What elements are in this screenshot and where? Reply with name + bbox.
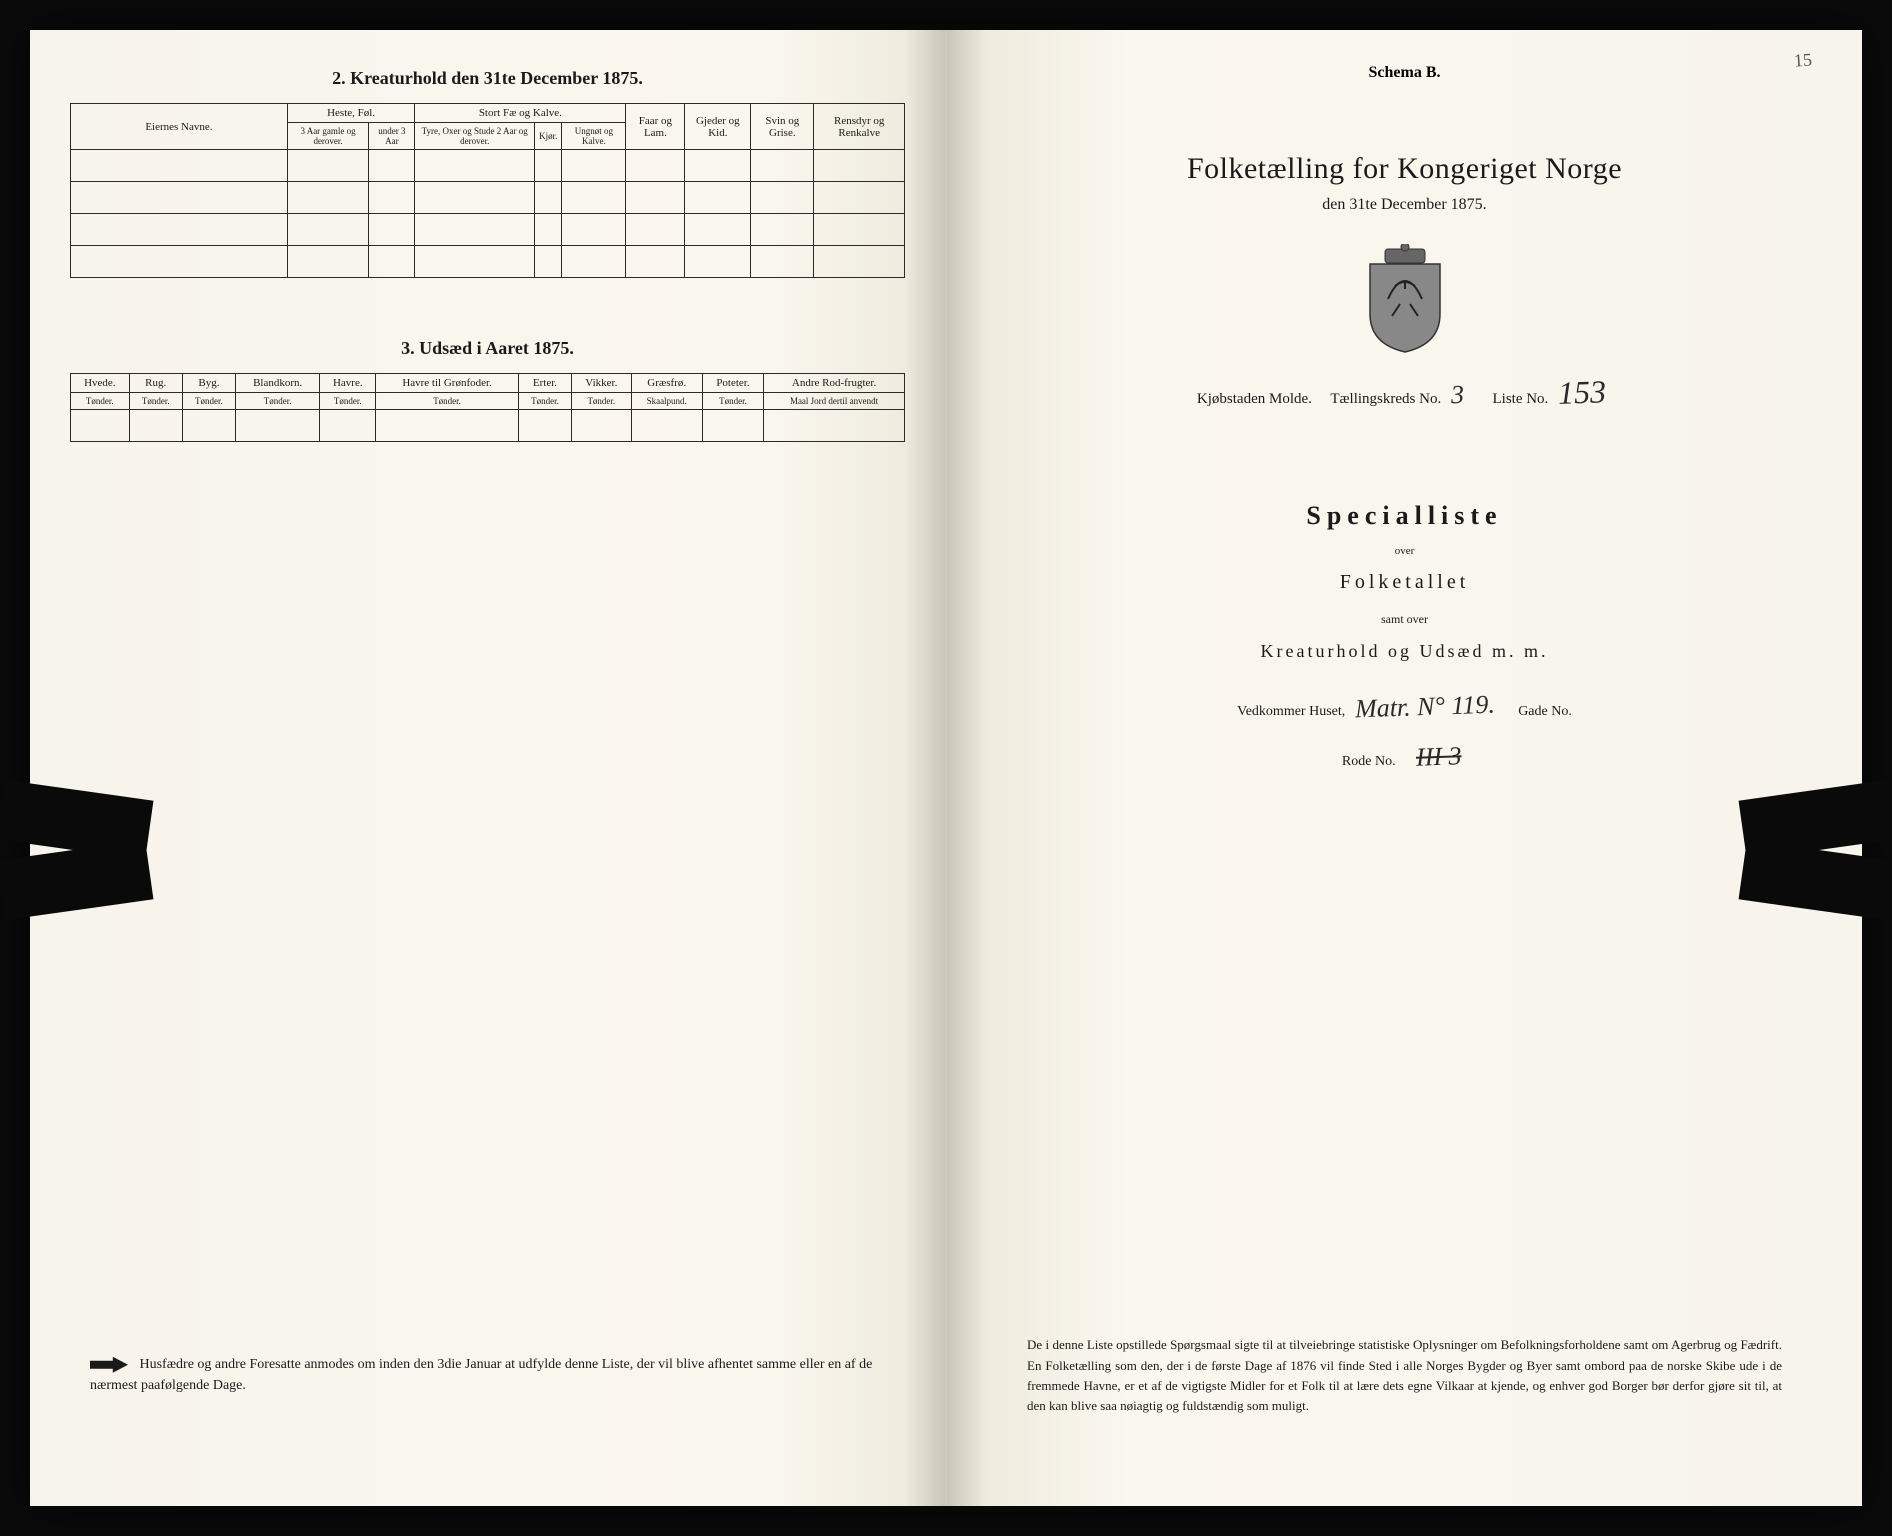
specialliste-title: Specialliste [987,501,1822,531]
seed-table: Hvede.Rug.Byg.Blandkorn.Havre.Havre til … [70,373,905,442]
gade-label: Gade No. [1518,704,1572,719]
seed-col-header: Poteter. [702,374,763,393]
seed-col-unit: Tønder. [572,393,631,410]
rode-value: III 3 [1415,741,1462,773]
col-group-cattle: Stort Fæ og Kalve. [415,104,626,123]
census-sub-title: den 31te December 1875. [987,196,1822,214]
samt-label: samt over [987,612,1822,627]
col-reindeer: Rensdyr og Renkalve [814,104,905,150]
bottom-paragraph: De i denne Liste opstillede Spørgsmaal s… [1027,1335,1782,1416]
footnote-text: Husfædre og andre Foresatte anmodes om i… [90,1357,872,1393]
seed-col-header: Erter. [518,374,571,393]
vedkommer-label: Vedkommer Huset, [1237,704,1345,719]
table-row [71,182,905,214]
kreatur-label: Kreaturhold og Udsæd m. m. [987,641,1822,662]
table-row [71,246,905,278]
seed-col-header: Rug. [129,374,182,393]
rode-label: Rode No. [1342,754,1396,769]
book-spread: 2. Kreaturhold den 31te December 1875. E… [30,30,1862,1506]
seed-col-header: Byg. [182,374,235,393]
col-goats: Gjeder og Kid. [685,104,751,150]
coat-of-arms-icon [1360,244,1450,354]
right-page: 15 Schema B. Folketælling for Kongeriget… [947,30,1862,1506]
col-horse-3yr: 3 Aar gamle og derover. [287,123,368,150]
seed-col-unit: Tønder. [182,393,235,410]
seed-col-header: Blandkorn. [236,374,320,393]
over-label: over [987,545,1822,557]
seed-col-unit: Tønder. [702,393,763,410]
seed-col-header: Vikker. [572,374,631,393]
census-main-title: Folketælling for Kongeriget Norge [987,152,1822,186]
seed-col-header: Havre til Grønfoder. [376,374,519,393]
section-2-title: 2. Kreaturhold den 31te December 1875. [70,68,905,89]
tkreds-value: 3 [1450,380,1464,410]
table-row [71,214,905,246]
seed-col-header: Hvede. [71,374,130,393]
city-label: Kjøbstaden Molde. [1197,391,1312,407]
schema-label: Schema B. [987,64,1822,82]
location-line: Kjøbstaden Molde. Tællingskreds No. 3 Li… [987,374,1822,411]
col-horse-u3: under 3 Aar [369,123,415,150]
rode-line: Rode No. III 3 [987,742,1822,772]
seed-col-header: Andre Rod-frugter. [764,374,905,393]
seed-col-unit: Tønder. [376,393,519,410]
folketallet-label: Folketallet [987,571,1822,594]
seed-col-unit: Tønder. [236,393,320,410]
col-bulls: Tyre, Oxer og Stude 2 Aar og derover. [415,123,535,150]
seed-col-unit: Tønder. [71,393,130,410]
tkreds-label: Tællingskreds No. [1330,391,1441,407]
liste-value: 153 [1557,373,1606,412]
table-row [71,150,905,182]
liste-label: Liste No. [1492,391,1548,407]
pointing-hand-icon [90,1355,128,1375]
col-cows: Kjør. [535,123,562,150]
table-row [71,410,905,442]
col-sheep: Faar og Lam. [626,104,685,150]
col-pigs: Svin og Grise. [751,104,814,150]
vedkommer-line: Vedkommer Huset, Matr. N° 119. Gade No. [987,692,1822,722]
footnote: Husfædre og andre Foresatte anmodes om i… [90,1354,885,1396]
col-owner: Eiernes Navne. [71,104,288,150]
livestock-table: Eiernes Navne. Heste, Føl. Stort Fæ og K… [70,103,905,278]
seed-col-unit: Tønder. [320,393,376,410]
section-3-title: 3. Udsæd i Aaret 1875. [70,338,905,359]
seed-col-unit: Tønder. [129,393,182,410]
left-page: 2. Kreaturhold den 31te December 1875. E… [30,30,947,1506]
vedkommer-value: Matr. N° 119. [1354,690,1495,725]
col-group-horses: Heste, Føl. [287,104,415,123]
seed-col-unit: Skaalpund. [631,393,702,410]
seed-col-header: Havre. [320,374,376,393]
seed-col-unit: Tønder. [518,393,571,410]
page-number: 15 [1793,49,1812,71]
seed-col-unit: Maal Jord dertil anvendt [764,393,905,410]
col-calves: Ungnøt og Kalve. [562,123,626,150]
seed-col-header: Græsfrø. [631,374,702,393]
